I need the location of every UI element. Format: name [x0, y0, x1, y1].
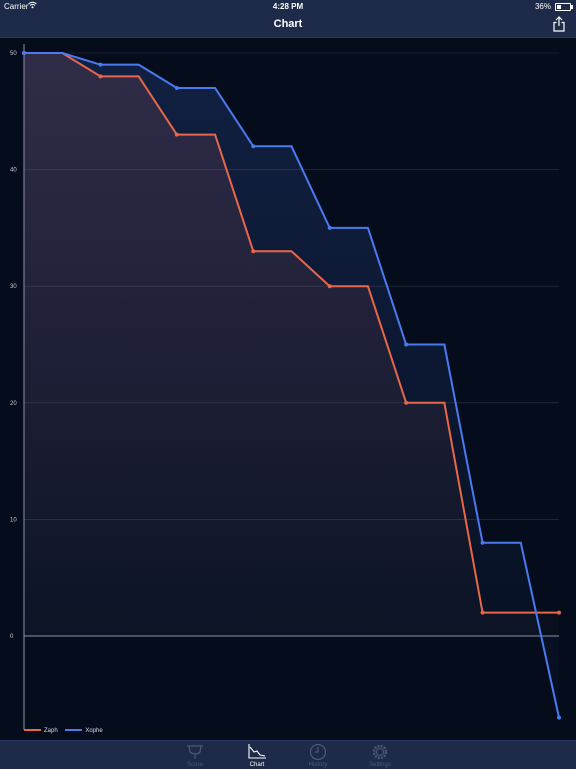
- clock-icon: [309, 743, 327, 761]
- data-point-zaph: [480, 610, 485, 615]
- wifi-icon: [28, 1, 37, 9]
- tab-bar: Score Chart History Settings: [0, 740, 576, 769]
- series-area-xophe: [24, 53, 559, 718]
- data-point-xophe: [327, 225, 332, 230]
- data-point-xophe: [174, 85, 179, 90]
- data-point-zaph: [251, 249, 256, 254]
- status-time: 4:28 PM: [272, 2, 304, 11]
- chart-legend: Zaph Xophe: [24, 728, 109, 734]
- y-tick-label: 50: [10, 51, 17, 57]
- legend-swatch-zaph: [24, 729, 41, 732]
- battery-percentage: 36%: [534, 2, 551, 11]
- y-tick-label: 10: [10, 517, 17, 523]
- status-bar: Carrier 4:28 PM 36%: [0, 0, 576, 13]
- data-point-zaph: [404, 400, 409, 405]
- series-line-xophe: [24, 52, 560, 718]
- legend-label-zaph: Zaph: [44, 728, 58, 734]
- y-tick-label: 40: [10, 168, 17, 174]
- data-point-zaph: [557, 610, 561, 615]
- tab-settings[interactable]: Settings: [360, 741, 400, 769]
- data-point-zaph: [327, 284, 332, 289]
- gear-icon: [372, 744, 388, 760]
- share-icon[interactable]: [550, 15, 568, 33]
- tab-score[interactable]: Score: [175, 741, 215, 769]
- series-line-zaph: [24, 52, 559, 614]
- data-point-xophe: [98, 62, 103, 67]
- tab-chart[interactable]: Chart: [237, 741, 277, 769]
- data-point-xophe: [22, 51, 26, 55]
- tab-score-label: Score: [187, 762, 203, 768]
- score-icon: [187, 745, 203, 759]
- y-tick-label: 0: [10, 634, 14, 640]
- carrier-label: Carrier: [4, 2, 29, 11]
- legend-label-xophe: Xophe: [85, 728, 103, 734]
- y-tick-label: 30: [10, 284, 17, 290]
- legend-item-xophe: Xophe: [65, 728, 103, 734]
- data-point-xophe: [557, 715, 561, 720]
- legend-swatch-xophe: [65, 729, 83, 732]
- tab-chart-label: Chart: [249, 762, 265, 768]
- tab-history-label: History: [308, 762, 328, 768]
- page-title: Chart: [273, 18, 303, 30]
- score-chart: 50 40 30 20 10 0: [10, 44, 561, 730]
- data-point-zaph: [174, 132, 179, 137]
- navigation-bar: Chart: [0, 13, 576, 38]
- chart-icon: [248, 744, 266, 759]
- tab-settings-label: Settings: [369, 762, 391, 768]
- data-point-zaph: [98, 74, 103, 79]
- data-point-xophe: [480, 540, 485, 545]
- data-point-xophe: [404, 342, 409, 347]
- battery-icon: [555, 3, 573, 11]
- tab-history[interactable]: History: [298, 741, 338, 769]
- legend-item-zaph: Zaph: [24, 728, 58, 734]
- y-tick-label: 20: [10, 401, 17, 407]
- data-point-xophe: [251, 144, 256, 149]
